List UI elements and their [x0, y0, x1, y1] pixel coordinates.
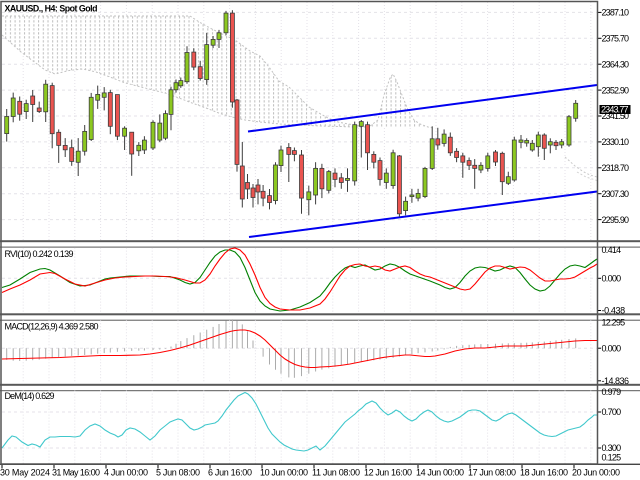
- svg-text:2343.77: 2343.77: [601, 104, 629, 114]
- svg-text:2375.70: 2375.70: [602, 34, 630, 44]
- svg-text:2364.30: 2364.30: [602, 59, 630, 69]
- svg-text:2352.90: 2352.90: [602, 85, 630, 95]
- svg-text:0.300: 0.300: [602, 443, 622, 453]
- svg-text:31 May 16:00: 31 May 16:00: [52, 468, 100, 478]
- svg-text:0.414: 0.414: [602, 245, 622, 255]
- svg-text:12.295: 12.295: [602, 318, 626, 328]
- svg-text:6 Jun 16:00: 6 Jun 16:00: [208, 468, 252, 478]
- svg-text:20 Jun 00:00: 20 Jun 00:00: [572, 468, 620, 478]
- svg-text:-0.438: -0.438: [602, 306, 626, 316]
- svg-text:2341.50: 2341.50: [602, 111, 630, 121]
- svg-text:5 Jun 08:00: 5 Jun 08:00: [156, 468, 200, 478]
- svg-text:-14.836: -14.836: [602, 376, 630, 386]
- svg-text:XAUUSD., H4: Spot Gold: XAUUSD., H4: Spot Gold: [5, 4, 98, 14]
- svg-text:2307.30: 2307.30: [602, 189, 630, 199]
- svg-text:18 Jun 16:00: 18 Jun 16:00: [520, 468, 568, 478]
- svg-text:12 Jun 16:00: 12 Jun 16:00: [364, 468, 412, 478]
- svg-text:0.000: 0.000: [602, 274, 622, 284]
- svg-text:0.125: 0.125: [602, 453, 622, 463]
- svg-text:2318.70: 2318.70: [602, 163, 630, 173]
- svg-text:11 Jun 08:00: 11 Jun 08:00: [312, 468, 360, 478]
- svg-text:0.000: 0.000: [602, 343, 622, 353]
- svg-text:MACD(12,26,9) 4.369 2.580: MACD(12,26,9) 4.369 2.580: [5, 322, 99, 332]
- svg-text:2330.10: 2330.10: [602, 137, 630, 147]
- svg-text:17 Jun 08:00: 17 Jun 08:00: [468, 468, 516, 478]
- svg-text:30 May 2024: 30 May 2024: [0, 468, 50, 478]
- svg-text:10 Jun 00:00: 10 Jun 00:00: [260, 468, 308, 478]
- svg-text:DeM(14) 0.629: DeM(14) 0.629: [5, 391, 55, 401]
- svg-text:0.700: 0.700: [602, 407, 622, 417]
- svg-text:14 Jun 00:00: 14 Jun 00:00: [416, 468, 464, 478]
- svg-text:2387.10: 2387.10: [602, 8, 630, 18]
- svg-text:0.979: 0.979: [602, 387, 622, 397]
- svg-text:2295.90: 2295.90: [602, 215, 630, 225]
- svg-text:4 Jun 00:00: 4 Jun 00:00: [104, 468, 148, 478]
- svg-text:RVI(10) 0.242 0.139: RVI(10) 0.242 0.139: [5, 249, 74, 259]
